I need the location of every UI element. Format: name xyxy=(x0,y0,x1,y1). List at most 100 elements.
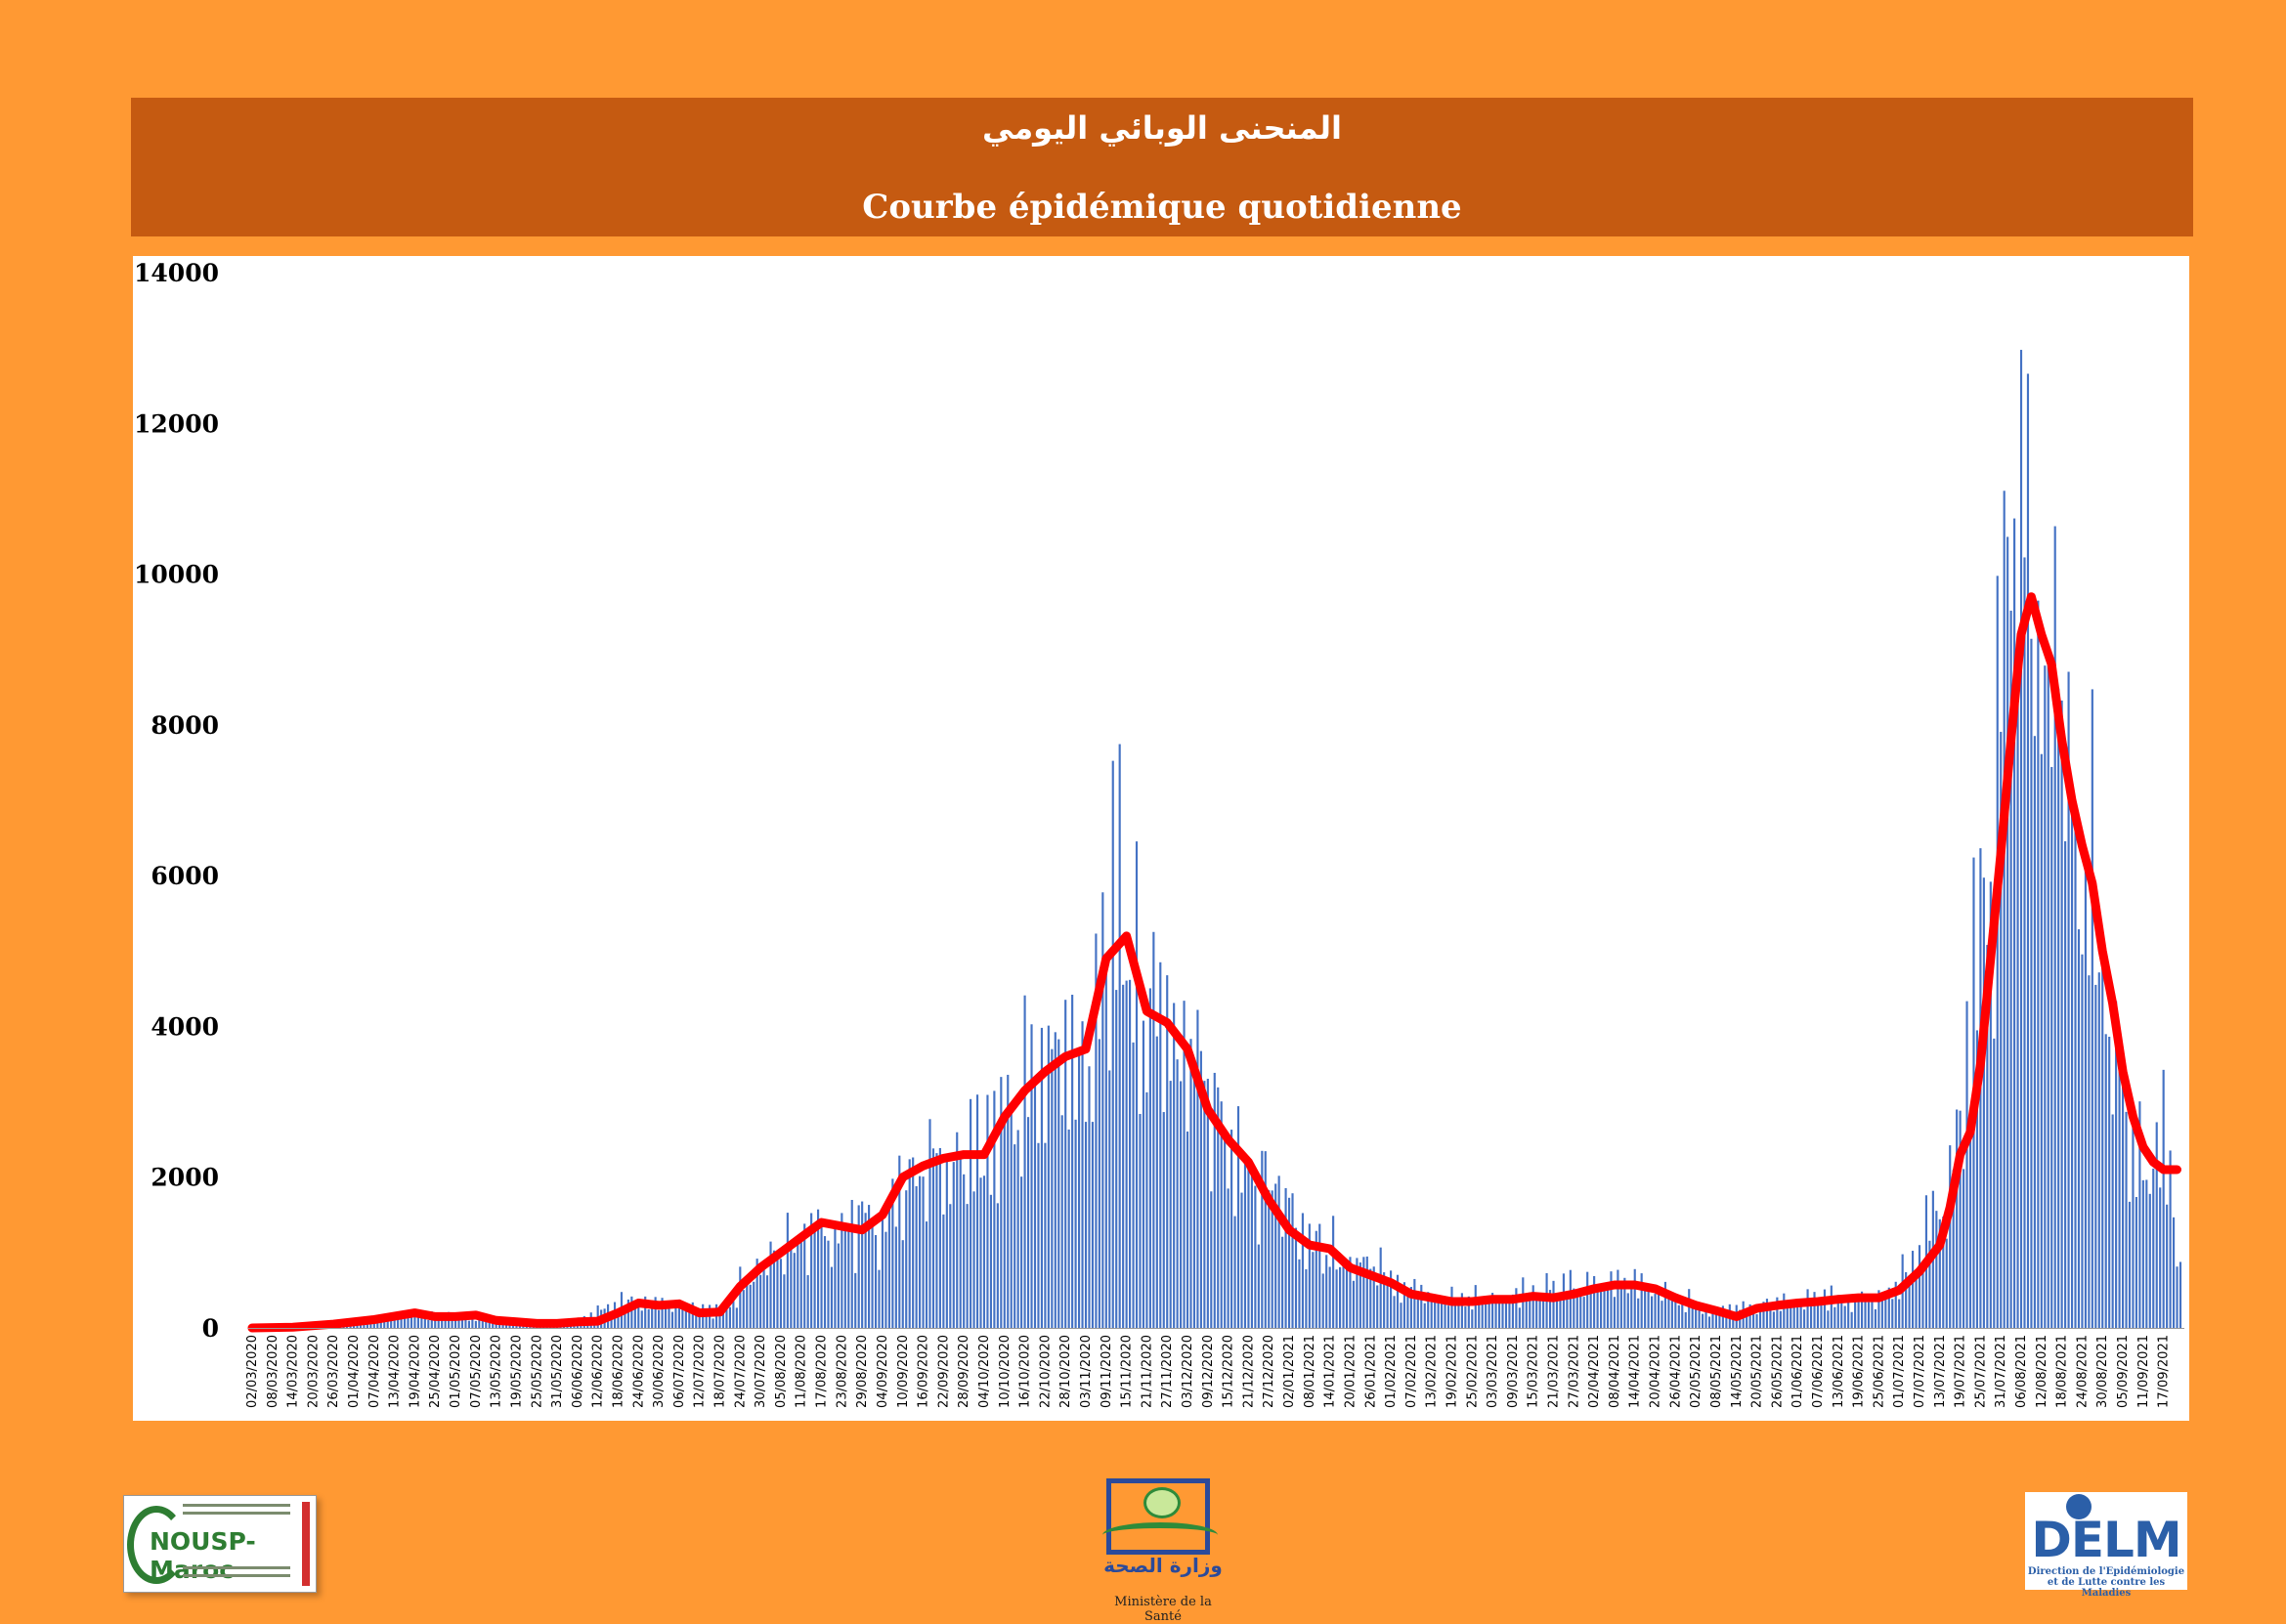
daily-case-bar xyxy=(2023,557,2025,1328)
x-tick-label: 07/07/2021 xyxy=(1913,1335,1927,1408)
daily-case-bar xyxy=(979,1177,981,1328)
daily-case-bar xyxy=(919,1176,921,1328)
daily-case-bar xyxy=(970,1099,971,1328)
daily-case-bar xyxy=(1210,1191,1212,1328)
daily-case-bar xyxy=(1919,1245,1920,1328)
daily-case-bar xyxy=(878,1270,880,1328)
daily-case-bar xyxy=(712,1318,714,1328)
x-tick-label: 02/05/2021 xyxy=(1689,1335,1704,1408)
daily-case-bar xyxy=(916,1186,918,1328)
daily-case-bar xyxy=(1685,1312,1687,1328)
daily-case-bar xyxy=(1329,1267,1331,1329)
daily-case-bar xyxy=(468,1321,470,1328)
daily-case-bar xyxy=(1956,1109,1958,1328)
daily-case-bar xyxy=(1702,1314,1704,1328)
daily-case-bar xyxy=(1339,1267,1341,1328)
daily-case-bar xyxy=(1884,1299,1886,1328)
daily-case-bar xyxy=(2074,811,2076,1328)
x-tick-label: 01/02/2021 xyxy=(1384,1335,1399,1408)
daily-case-bar xyxy=(922,1176,924,1328)
daily-case-bar xyxy=(1068,1130,1070,1328)
daily-case-bar xyxy=(1667,1298,1669,1328)
daily-case-bar xyxy=(1258,1245,1260,1328)
daily-case-bar xyxy=(1122,985,1124,1328)
daily-case-bar xyxy=(763,1264,765,1328)
daily-case-bar xyxy=(464,1319,466,1328)
daily-case-bar xyxy=(2071,786,2073,1328)
daily-case-bar xyxy=(404,1318,406,1328)
x-tick-label: 05/08/2020 xyxy=(774,1335,789,1408)
daily-case-bar xyxy=(1322,1273,1324,1328)
x-tick-label: 10/10/2020 xyxy=(998,1335,1013,1408)
daily-case-bar xyxy=(2176,1266,2178,1328)
daily-case-bar xyxy=(1482,1302,1484,1328)
daily-case-bar xyxy=(895,1226,897,1328)
daily-case-bar xyxy=(1132,1043,1134,1328)
x-tick-label: 30/06/2020 xyxy=(652,1335,667,1408)
x-tick-label: 17/09/2021 xyxy=(2157,1335,2172,1408)
daily-case-bar xyxy=(1346,1266,1348,1328)
daily-case-bar xyxy=(1993,1039,1995,1328)
daily-case-bar xyxy=(1586,1272,1588,1328)
daily-case-bar xyxy=(1295,1228,1297,1328)
ministry-name-french: Ministère de la Santé xyxy=(1095,1595,1231,1624)
daily-case-bar xyxy=(2037,601,2039,1328)
daily-case-bar xyxy=(1254,1186,1256,1328)
daily-case-bar xyxy=(1627,1293,1629,1328)
daily-case-bar xyxy=(1898,1300,1900,1328)
daily-case-bar xyxy=(861,1202,863,1328)
daily-case-bar xyxy=(2020,350,2022,1328)
logo-sun-shape xyxy=(1143,1487,1181,1518)
daily-case-bar xyxy=(685,1309,687,1328)
daily-case-bar xyxy=(2101,936,2103,1328)
x-tick-label: 19/04/2020 xyxy=(408,1335,422,1408)
daily-case-bar xyxy=(1563,1273,1565,1328)
x-tick-label: 07/02/2021 xyxy=(1404,1335,1419,1408)
daily-case-bar xyxy=(2034,736,2036,1328)
daily-case-bar xyxy=(1376,1285,1378,1328)
x-tick-label: 20/01/2021 xyxy=(1343,1335,1358,1408)
daily-case-bar xyxy=(1115,990,1117,1328)
daily-case-bar xyxy=(1129,980,1131,1328)
daily-case-bar xyxy=(1464,1306,1466,1328)
daily-case-bar xyxy=(1946,1239,1948,1328)
x-tick-label: 11/08/2020 xyxy=(795,1335,809,1408)
daily-case-bar xyxy=(1247,1157,1249,1328)
x-tick-label: 06/07/2020 xyxy=(672,1335,687,1408)
daily-case-bar xyxy=(1661,1301,1662,1328)
daily-case-bar xyxy=(2094,985,2096,1328)
daily-case-bar xyxy=(1535,1298,1537,1328)
daily-case-bar xyxy=(1288,1198,1290,1328)
x-tick-label: 08/03/2020 xyxy=(266,1335,280,1408)
x-tick-label: 24/08/2021 xyxy=(2075,1335,2090,1408)
daily-case-bar xyxy=(2041,754,2043,1328)
daily-case-bar xyxy=(766,1275,768,1328)
daily-case-bar xyxy=(787,1213,789,1328)
daily-case-bar xyxy=(2078,929,2080,1328)
x-tick-label: 14/05/2021 xyxy=(1730,1335,1745,1408)
x-tick-label: 31/07/2021 xyxy=(1994,1335,2008,1408)
daily-case-bar xyxy=(2085,859,2087,1328)
daily-case-bar xyxy=(1380,1248,1382,1328)
daily-case-bar xyxy=(1827,1310,1829,1328)
x-tick-label: 04/10/2020 xyxy=(977,1335,992,1408)
daily-case-bar xyxy=(1590,1294,1592,1328)
daily-case-bar xyxy=(953,1162,955,1328)
daily-case-bar xyxy=(1965,1002,1967,1328)
daily-case-bar xyxy=(1057,1040,1059,1328)
daily-case-bar xyxy=(1949,1145,1951,1328)
x-tick-label: 20/03/2020 xyxy=(306,1335,321,1408)
daily-case-bar xyxy=(956,1133,958,1328)
daily-case-bar xyxy=(912,1158,914,1328)
x-tick-label: 27/03/2021 xyxy=(1567,1335,1581,1408)
daily-case-bar xyxy=(1145,1092,1147,1328)
daily-case-bar xyxy=(1011,1111,1013,1328)
daily-case-bar xyxy=(814,1226,816,1328)
x-tick-label: 16/09/2020 xyxy=(917,1335,931,1408)
daily-case-bar xyxy=(935,1153,937,1328)
daily-case-bar xyxy=(946,1154,948,1328)
daily-case-bar xyxy=(1485,1302,1487,1328)
y-tick-label: 14000 xyxy=(134,259,219,287)
daily-case-bar xyxy=(1522,1277,1524,1328)
